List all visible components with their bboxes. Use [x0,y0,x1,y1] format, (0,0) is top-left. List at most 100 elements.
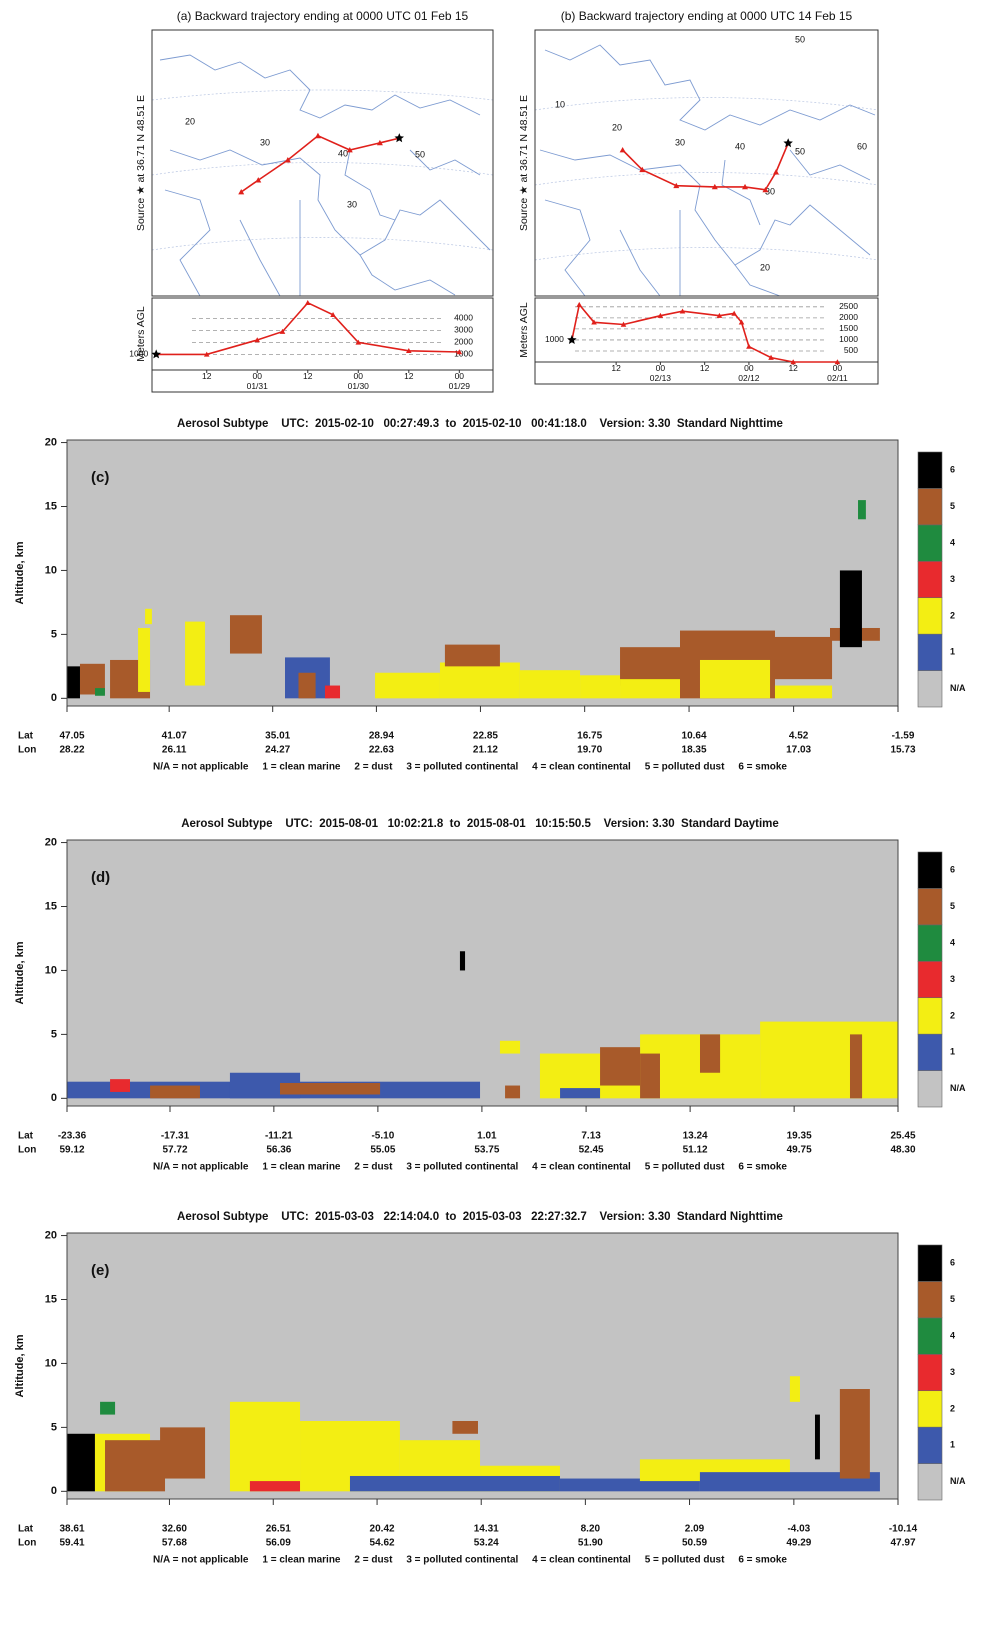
aerosol-layer [459,951,466,971]
map-grid-label: 30 [765,186,775,196]
colorbar-label: 5 [950,901,955,911]
altitude-marker [731,310,737,316]
altitude-marker [657,312,664,318]
altitude-marker [834,359,841,365]
trajectory-marker [639,166,646,173]
y-tick-label: 3000 [454,325,473,335]
y-tick-label: 5 [51,1028,57,1040]
aerosol-layer [349,1475,560,1492]
legend-text: N/A = not applicable 1 = clean marine 2 … [153,1555,787,1566]
lat-tick-label: 41.07 [162,731,187,742]
lon-tick-label: 53.24 [474,1538,499,1549]
lon-row-label: Lon [18,1538,36,1549]
coastline [544,44,876,131]
trajectory-marker [773,169,780,175]
altitude-marker [203,351,210,357]
aerosol-layer [324,685,341,699]
x-tick-label: 12 [404,371,414,381]
lon-tick-label: 57.68 [162,1538,187,1549]
aerosol-layer [298,672,316,699]
trajectory-marker [314,132,321,139]
colorbar-label: 5 [950,1294,955,1304]
lon-row-label: Lon [18,1145,36,1156]
x-tick-label: 00 01/30 [347,371,369,391]
coastline [539,149,871,266]
coastline [159,54,481,119]
coastline [344,149,481,296]
altitude-marker [355,339,362,345]
x-tick-label: 00 02/11 [827,363,848,383]
lat-tick-label: 2.09 [685,1524,705,1535]
y-axis-label: Altitude, km [14,541,26,604]
aerosol-layer [849,1034,863,1099]
aerosol-layer [67,666,80,699]
lon-tick-label: 56.09 [266,1538,291,1549]
colorbar-label: 2 [950,610,955,620]
trajectory-marker [762,186,769,193]
lon-tick-label: 21.12 [473,745,498,756]
aerosol-layer [249,1481,301,1492]
lat-tick-label: 7.13 [581,1131,601,1142]
source-label: Source ★ at 36.71 N 48.51 E [518,95,530,231]
panel-label: (c) [91,469,109,486]
colorbar-swatch [917,851,943,889]
colorbar-label: 6 [950,865,955,875]
legend-text: N/A = not applicable 1 = clean marine 2 … [153,1162,787,1173]
altitude-marker [768,354,774,360]
lat-tick-label: -10.14 [889,1524,918,1535]
lon-tick-label: 56.36 [266,1145,291,1156]
aerosol-layer [375,672,440,699]
colorbar-swatch [917,1317,943,1355]
lat-row-label: Lat [18,1524,34,1535]
colorbar-swatch [917,924,943,962]
lon-tick-label: 22.63 [369,745,394,756]
trajectory-line [622,142,789,191]
panel-label: (d) [91,869,110,886]
time-frame [151,369,494,393]
aerosol-layer [560,1088,601,1099]
panel-title: (b) Backward trajectory ending at 0000 U… [561,9,853,23]
lat-row-label: Lat [18,1131,34,1142]
map-grid-label: 30 [260,137,270,147]
aerosol-layer [229,615,262,654]
colorbar-swatch [917,1070,943,1108]
y-axis-label: Altitude, km [14,941,26,1004]
aerosol-layer [814,1414,820,1460]
aerosol-layer [858,500,866,520]
lon-tick-label: 49.29 [786,1538,811,1549]
source-star [151,349,161,359]
aerosol-layer [620,679,680,699]
colorbar-label: 5 [950,501,955,511]
source-label: Source ★ at 36.71 N 48.51 E [135,95,147,231]
aerosol-layer [185,621,206,686]
map-grid-label: 40 [735,141,745,151]
colorbar-swatch [917,1390,943,1428]
y-tick-label: 2000 [454,337,473,347]
x-tick-label: 12 [699,363,710,373]
lon-tick-label: 59.41 [59,1538,84,1549]
aerosol-layer [505,1085,521,1099]
lat-tick-label: 1.01 [477,1131,497,1142]
lon-tick-label: 55.05 [370,1145,395,1156]
map-grid-label: 30 [347,199,357,209]
layers [67,951,898,1099]
colorbar-label: 1 [950,1047,955,1057]
colorbar-swatch [917,597,943,635]
altitude-marker [406,348,412,354]
lat-tick-label: -23.36 [58,1131,87,1142]
lat-tick-label: -4.03 [787,1524,810,1535]
aerosol-layer [789,1376,800,1402]
panel-title: (a) Backward trajectory ending at 0000 U… [177,9,469,23]
aerosol-layer [110,1079,130,1092]
aerosol-layer [160,1427,206,1479]
colorbar-swatch [917,888,943,926]
lat-tick-label: 20.42 [370,1524,395,1535]
altitude-marker [738,319,745,325]
colorbar-label: 1 [950,1440,955,1450]
colorbar-label: N/A [950,1476,966,1486]
aerosol-layer [760,1021,898,1099]
lat-tick-label: 13.24 [683,1131,708,1142]
aerosol-layer [145,608,152,625]
aerosol-layer [774,636,833,680]
